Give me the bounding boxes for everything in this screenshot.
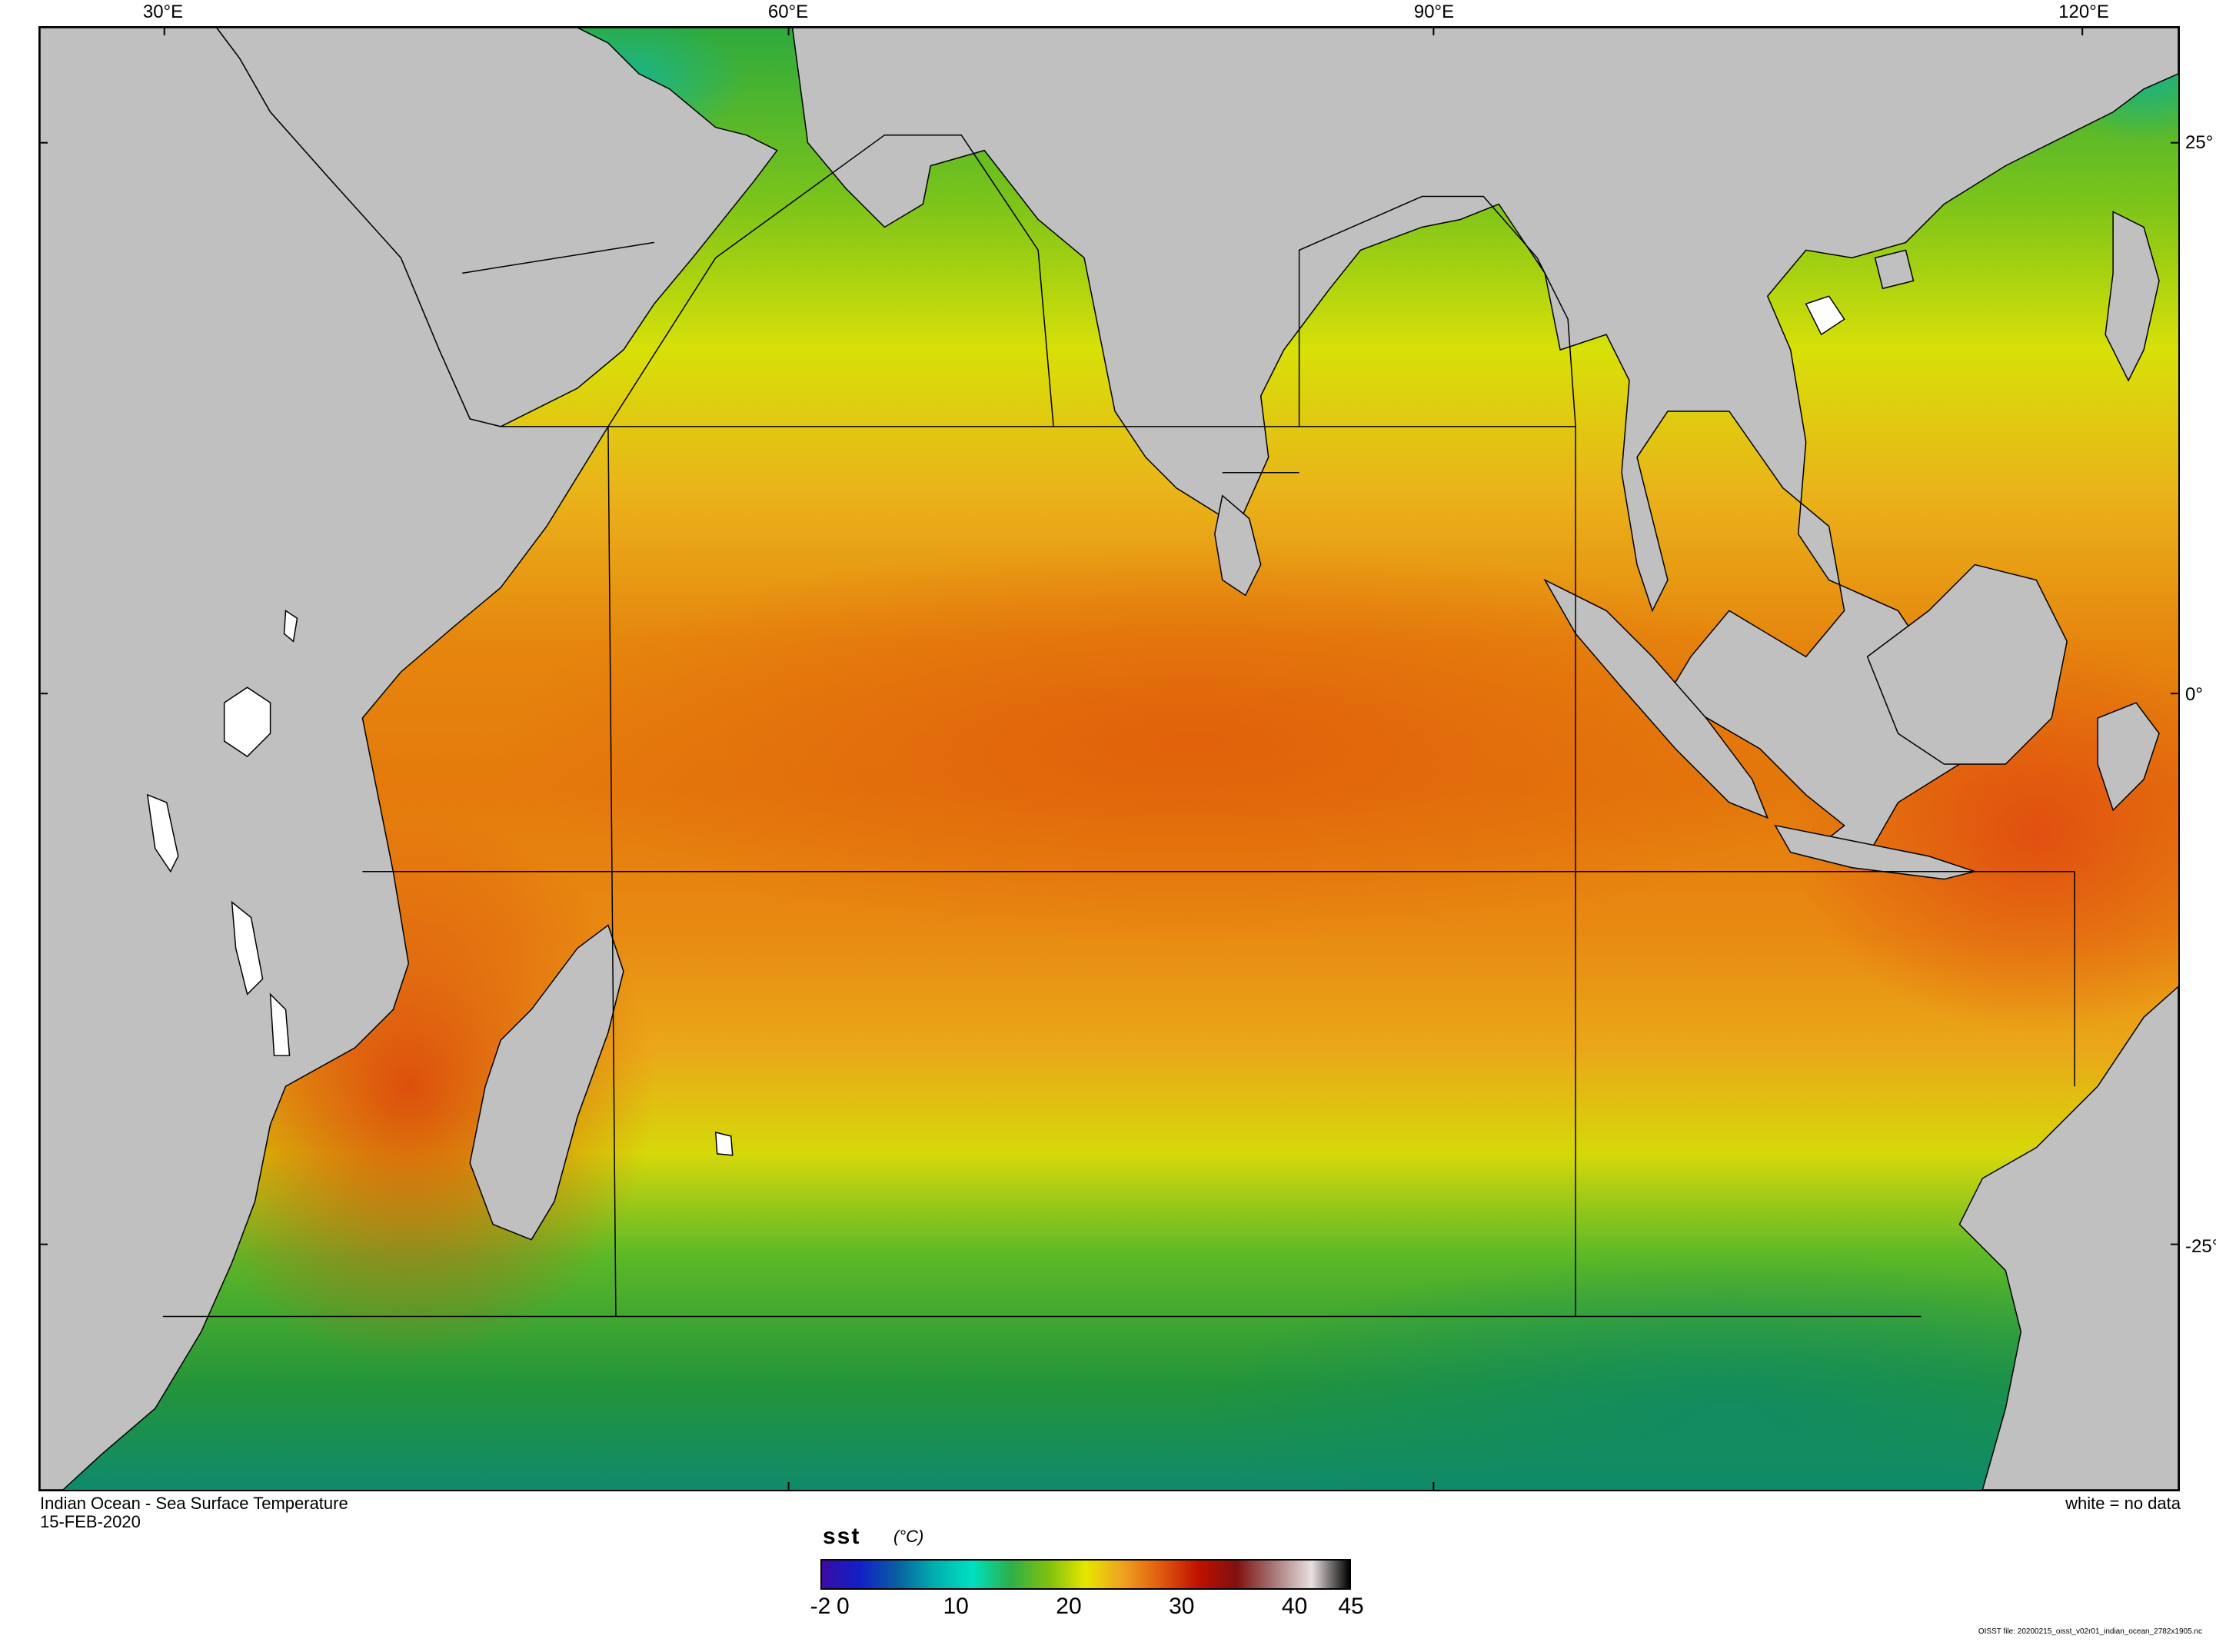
map-tick-marks <box>40 28 2178 1490</box>
land <box>40 28 2178 1490</box>
legend-tick: 0 <box>837 1594 850 1619</box>
legend-unit: (°C) <box>893 1527 924 1546</box>
sst-map <box>38 26 2180 1491</box>
file-note: OISST file: 20200215_oisst_v02r01_indian… <box>1978 1627 2202 1636</box>
no-data-note: white = no data <box>2065 1494 2181 1513</box>
legend-variable: sst <box>823 1524 861 1549</box>
equatorial-warm-band <box>501 541 1883 941</box>
legend-tick: 30 <box>1169 1594 1195 1619</box>
southern-cool-water <box>1192 1255 2178 1490</box>
legend-colorbar <box>820 1559 1351 1590</box>
lon-label-60e: 60°E <box>767 2 809 22</box>
map-date: 15-FEB-2020 <box>40 1512 141 1531</box>
map-title: Indian Ocean - Sea Surface Temperature <box>40 1494 348 1513</box>
lon-label-30e: 30°E <box>142 2 184 22</box>
legend-tick: 10 <box>943 1594 969 1619</box>
lon-label-90e: 90°E <box>1413 2 1455 22</box>
lon-label-120e: 120°E <box>2058 2 2109 22</box>
lat-label-0: 0° <box>2185 684 2203 705</box>
no-data-areas <box>146 295 1845 1156</box>
legend-tick: -2 <box>810 1594 831 1619</box>
legend-tick: 20 <box>1056 1594 1082 1619</box>
legend-tick: 45 <box>1338 1594 1364 1619</box>
lat-label-25n: 25° <box>2185 132 2214 153</box>
lat-label-25s: -25° <box>2185 1236 2216 1257</box>
region-boundaries <box>162 134 2075 1318</box>
sst-map-canvas <box>40 28 2178 1490</box>
legend-tick: 40 <box>1281 1594 1308 1619</box>
